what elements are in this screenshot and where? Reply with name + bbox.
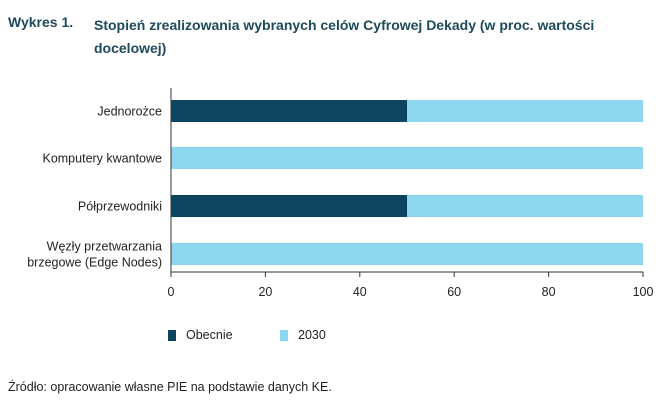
x-tick-label-80: 80 bbox=[542, 285, 556, 299]
category-label-3-line-1: brzegowe (Edge Nodes) bbox=[27, 256, 162, 270]
category-label-1: Komputery kwantowe bbox=[42, 152, 162, 166]
bar-2030-1 bbox=[171, 147, 643, 169]
bar-obecnie-0 bbox=[171, 100, 407, 122]
figure-number: Wykres 1. bbox=[8, 14, 74, 30]
bar-2030-0 bbox=[407, 100, 643, 122]
chart-title: Stopień zrealizowania wybranych celów Cy… bbox=[94, 17, 595, 56]
bar-chart: Jednorożce Komputery kwantowe Półprzewodni… bbox=[27, 88, 653, 299]
axes-group: Jednorożce Komputery kwantowe Półprzewodni… bbox=[27, 88, 653, 299]
x-tick-label-20: 20 bbox=[258, 285, 272, 299]
x-tick-label-40: 40 bbox=[353, 285, 367, 299]
legend-label-2030: 2030 bbox=[298, 328, 326, 342]
legend-item-obecnie: Obecnie bbox=[168, 328, 233, 342]
x-tick-label-0: 0 bbox=[168, 285, 175, 299]
legend-swatch-obecnie bbox=[168, 329, 176, 341]
bar-obecnie-2 bbox=[171, 195, 407, 217]
legend-swatch-2030 bbox=[280, 329, 288, 341]
x-tick-label-60: 60 bbox=[447, 285, 461, 299]
category-label-0: Jednorożce bbox=[97, 105, 162, 119]
bar-2030-3 bbox=[171, 243, 643, 265]
legend-label-obecnie: Obecnie bbox=[186, 328, 233, 342]
legend-item-2030: 2030 bbox=[280, 328, 326, 342]
legend: Obecnie 2030 bbox=[0, 328, 669, 344]
bar-2030-2 bbox=[407, 195, 643, 217]
bars-group bbox=[171, 100, 643, 265]
source-note: Źródło: opracowanie własne PIE na podsta… bbox=[8, 380, 332, 394]
category-label-3-line-0: Węzły przetwarzania bbox=[47, 240, 162, 254]
category-label-2: Półprzewodniki bbox=[78, 200, 162, 214]
x-tick-label-100: 100 bbox=[633, 285, 654, 299]
